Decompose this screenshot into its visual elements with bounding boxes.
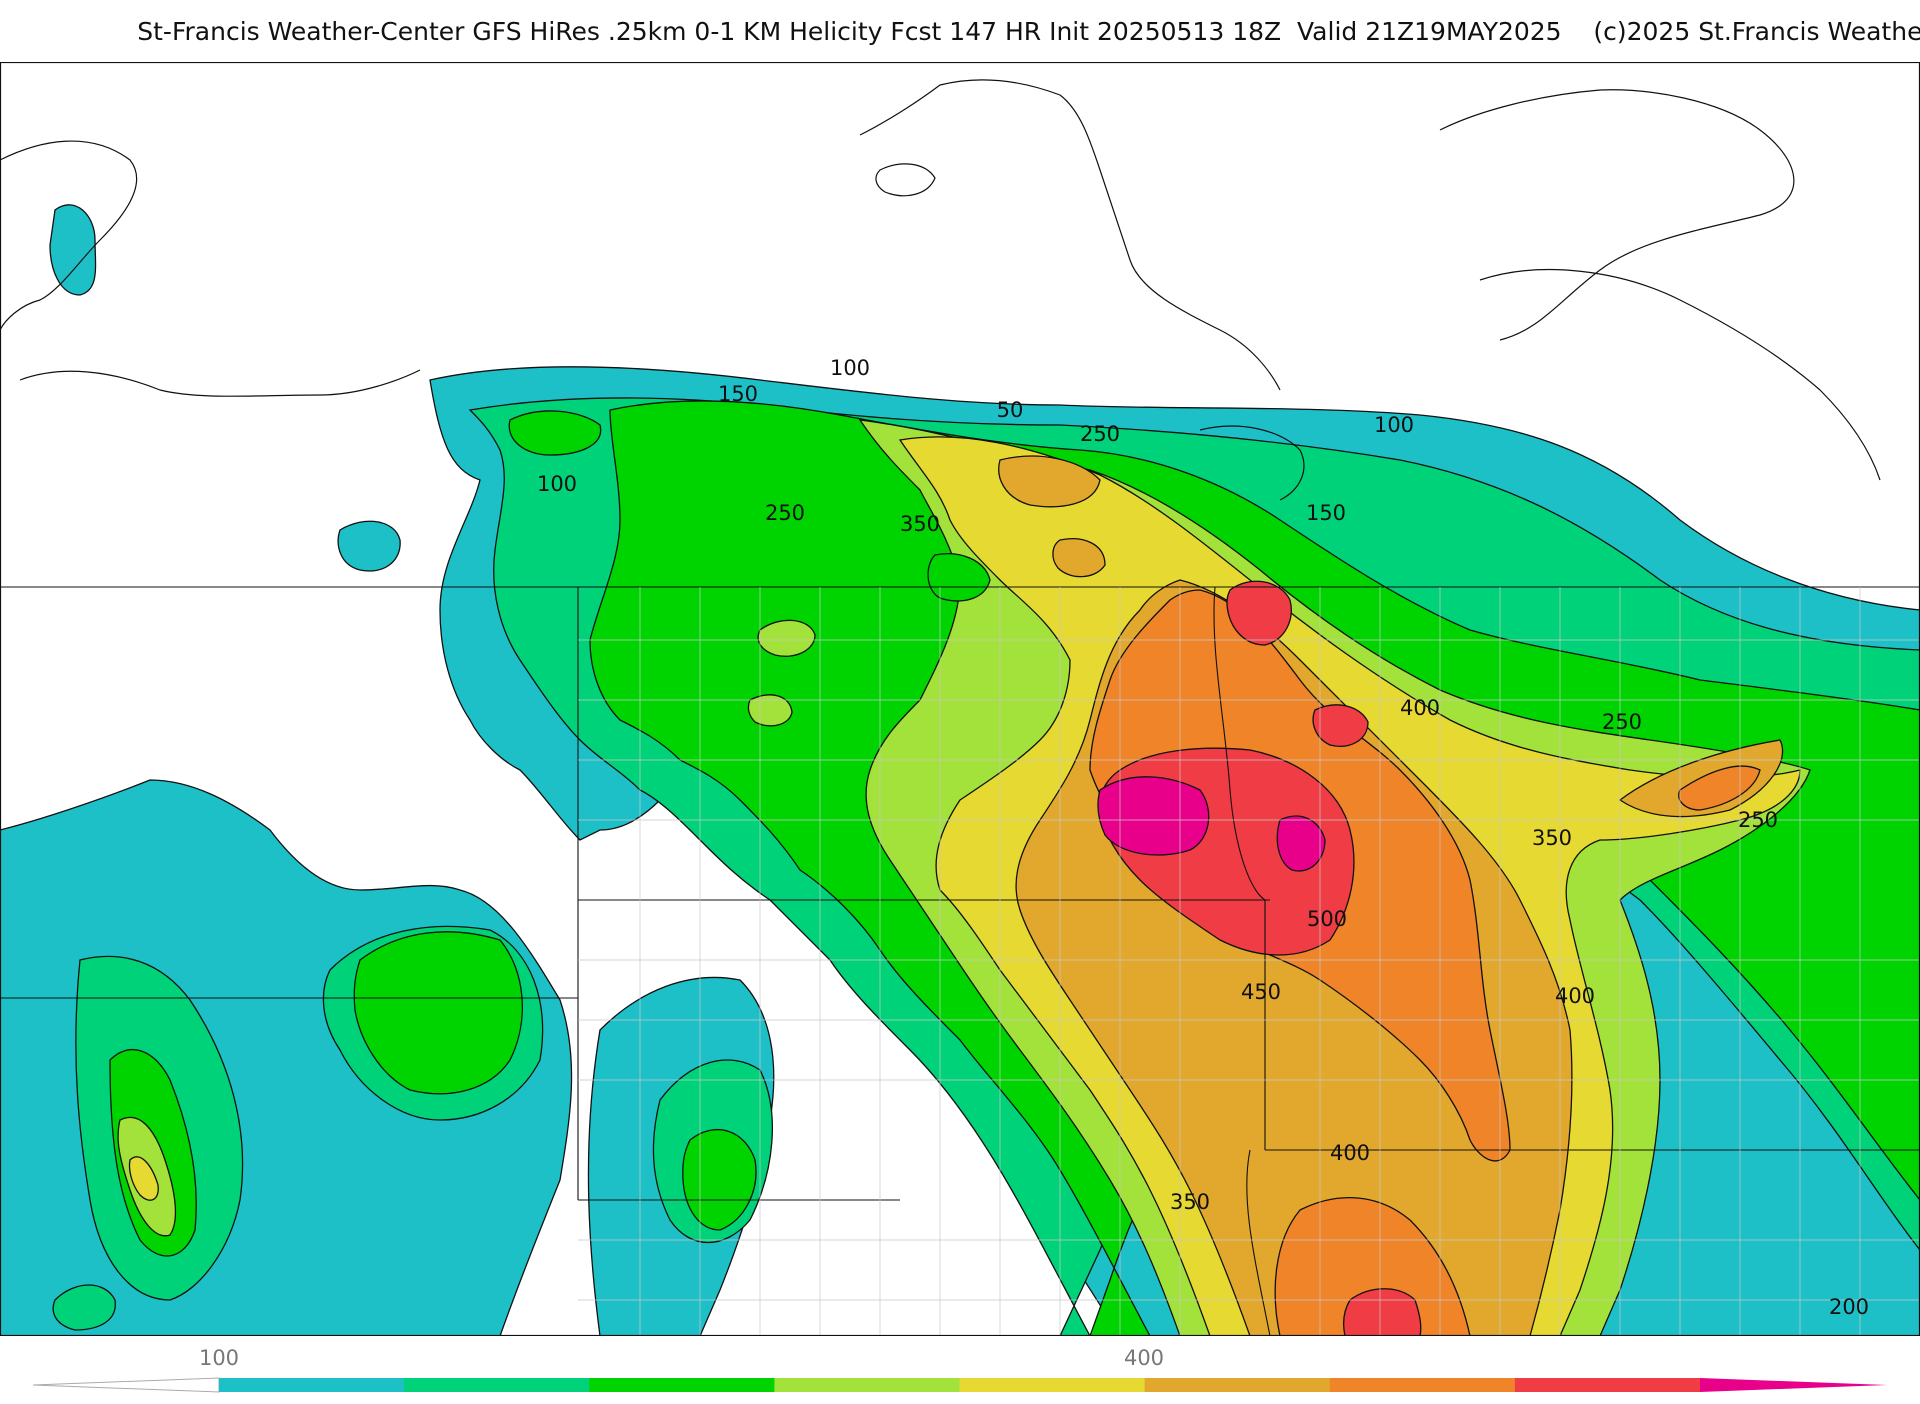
contour-label-250-far-east: 250 xyxy=(1738,808,1778,832)
band-yellowgreen-blob xyxy=(747,694,793,727)
colorbar-right-arrow xyxy=(1700,1378,1887,1392)
colorbar-left-arrow xyxy=(32,1377,220,1393)
coastline-east xyxy=(1479,269,1881,481)
band-gold-north-blob2 xyxy=(1052,538,1106,578)
contour-label-350-east: 350 xyxy=(1532,826,1572,850)
contour-label-100-north: 100 xyxy=(830,356,870,380)
contour-label-150-north: 150 xyxy=(718,382,758,406)
contour-label-200: 200 xyxy=(1829,1295,1869,1319)
colorbar-segment xyxy=(1514,1378,1701,1392)
coastline-west xyxy=(19,369,421,397)
border-river-south xyxy=(1246,1149,1271,1336)
band-teal-island-nw xyxy=(49,204,97,296)
colorbar-segment xyxy=(1144,1378,1331,1392)
coastline-island-north xyxy=(875,163,936,197)
band-magenta xyxy=(1097,776,1326,872)
colorbar-svg xyxy=(32,1377,1887,1393)
contour-label-50: 50 xyxy=(997,398,1024,422)
band-seagreen-bottomleft xyxy=(52,1284,116,1331)
contour-label-400-north: 400 xyxy=(1400,696,1440,720)
colorbar-segment xyxy=(1329,1378,1516,1392)
band-green-sw xyxy=(682,1129,757,1231)
helicity-map-svg: 100 150 50 250 100 100 250 350 150 400 2… xyxy=(0,62,1920,1336)
contour-label-100-northeast: 100 xyxy=(1374,413,1414,437)
band-magenta-main xyxy=(1097,776,1210,856)
colorbar-segment xyxy=(219,1378,405,1392)
band-yellowgreen-north-blob xyxy=(757,619,816,657)
band-yellow-hole xyxy=(927,553,991,602)
band-green-north-blob xyxy=(508,410,602,456)
coastline-arctic-islands xyxy=(859,79,1281,391)
colorbar-segments xyxy=(219,1378,1701,1392)
contour-label-400-east: 400 xyxy=(1555,984,1595,1008)
contour-label-250-north: 250 xyxy=(1080,422,1120,446)
colorbar-segment xyxy=(774,1378,960,1392)
band-yellow-sw xyxy=(128,1156,159,1201)
contour-label-350-north: 350 xyxy=(900,512,940,536)
helicity-map: 100 150 50 250 100 100 250 350 150 400 2… xyxy=(0,62,1920,1336)
contour-label-100-west: 100 xyxy=(537,472,577,496)
coastline-bay xyxy=(1199,425,1305,501)
contour-label-250-west: 250 xyxy=(765,501,805,525)
colorbar-segment xyxy=(959,1378,1146,1392)
band-red-mid xyxy=(1312,704,1369,747)
colorbar-tick-100: 100 xyxy=(198,1346,240,1370)
colorbar-tick-400: 400 xyxy=(1123,1346,1165,1370)
colorbar-segment xyxy=(404,1378,590,1392)
colorbar-segment xyxy=(589,1378,775,1392)
band-gold-north-blob xyxy=(998,455,1101,508)
county-lines xyxy=(578,587,1920,1336)
contour-label-500: 500 xyxy=(1307,907,1347,931)
county-grid-2 xyxy=(639,587,1861,1336)
map-title-text: St-Francis Weather-Center GFS HiRes .25k… xyxy=(137,16,1920,46)
band-magenta-east xyxy=(1276,815,1326,872)
band-red-north xyxy=(1226,580,1292,646)
contour-label-350-south: 350 xyxy=(1170,1190,1210,1214)
state-borders xyxy=(0,586,1920,1336)
contour-label-150-east: 150 xyxy=(1306,501,1346,525)
contour-label-450: 450 xyxy=(1241,980,1281,1004)
coastlines xyxy=(0,79,1881,501)
contour-label-400-south: 400 xyxy=(1330,1141,1370,1165)
map-title: St-Francis Weather-Center GFS HiRes .25k… xyxy=(0,0,1920,62)
colorbar: 100 400 xyxy=(0,1336,1920,1400)
band-red-south xyxy=(1343,1288,1422,1336)
county-grid-1 xyxy=(578,639,1920,1301)
band-teal-island-w xyxy=(337,520,401,572)
contour-label-250-east: 250 xyxy=(1602,710,1642,734)
band-orange-south xyxy=(1274,1197,1471,1336)
band-green-west xyxy=(353,931,523,1095)
coastline-northwest xyxy=(0,140,138,331)
border-river-east xyxy=(1213,586,1266,901)
contour-labels: 100 150 50 250 100 100 250 350 150 400 2… xyxy=(537,356,1869,1319)
